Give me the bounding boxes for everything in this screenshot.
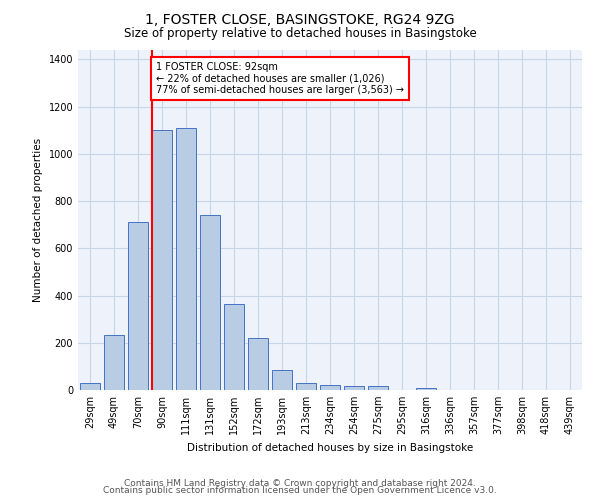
Bar — [272, 370, 292, 390]
Bar — [296, 383, 316, 390]
Y-axis label: Number of detached properties: Number of detached properties — [33, 138, 43, 302]
Bar — [80, 383, 100, 390]
Bar — [368, 386, 388, 390]
Text: 1 FOSTER CLOSE: 92sqm
← 22% of detached houses are smaller (1,026)
77% of semi-d: 1 FOSTER CLOSE: 92sqm ← 22% of detached … — [156, 62, 404, 95]
Bar — [152, 130, 172, 390]
Bar — [248, 338, 268, 390]
Bar — [416, 388, 436, 390]
Bar — [344, 386, 364, 390]
Bar — [320, 386, 340, 390]
Bar — [104, 334, 124, 390]
Text: 1, FOSTER CLOSE, BASINGSTOKE, RG24 9ZG: 1, FOSTER CLOSE, BASINGSTOKE, RG24 9ZG — [145, 12, 455, 26]
Bar — [128, 222, 148, 390]
Bar — [224, 304, 244, 390]
Bar — [176, 128, 196, 390]
Text: Size of property relative to detached houses in Basingstoke: Size of property relative to detached ho… — [124, 28, 476, 40]
X-axis label: Distribution of detached houses by size in Basingstoke: Distribution of detached houses by size … — [187, 442, 473, 452]
Text: Contains HM Land Registry data © Crown copyright and database right 2024.: Contains HM Land Registry data © Crown c… — [124, 478, 476, 488]
Bar — [200, 216, 220, 390]
Text: Contains public sector information licensed under the Open Government Licence v3: Contains public sector information licen… — [103, 486, 497, 495]
